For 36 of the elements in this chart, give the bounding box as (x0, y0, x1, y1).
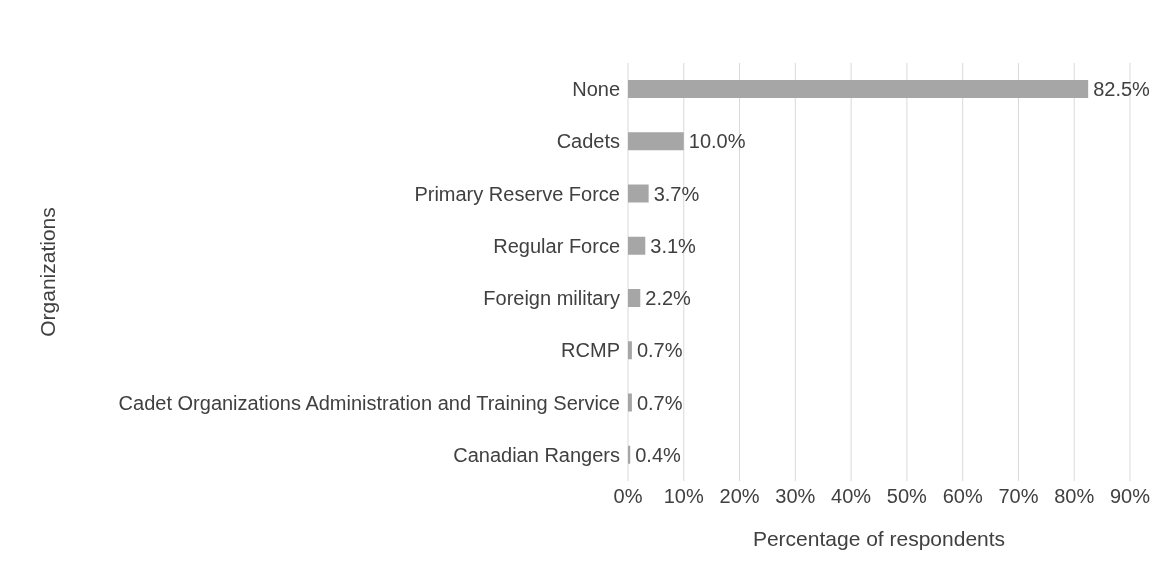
y-tick-label: Cadet Organizations Administration and Training Service (118, 391, 620, 414)
y-tick-label: RCMP (561, 339, 620, 362)
data-label: 2.2% (645, 287, 692, 310)
x-tick-label: 90% (1109, 485, 1151, 508)
y-tick-label: Primary Reserve Force (414, 182, 620, 205)
x-tick-label: 70% (998, 485, 1039, 508)
bar (628, 132, 684, 151)
bar (628, 445, 631, 464)
x-tick-label: 10% (663, 485, 705, 508)
x-tick-label: 30% (775, 485, 816, 508)
bar (628, 289, 641, 307)
x-tick-label: 50% (886, 485, 928, 508)
x-tick-label: 40% (831, 485, 872, 508)
bar (628, 393, 632, 412)
y-tick-label: None (572, 78, 620, 101)
bar (628, 184, 649, 203)
bar (628, 341, 632, 360)
y-axis-title: Organizations (36, 207, 60, 337)
x-tick-label: 20% (719, 485, 760, 508)
data-label: 0.7% (636, 391, 683, 414)
data-label: 10.0% (688, 130, 746, 153)
x-axis-title: Percentage of respondents (752, 527, 1006, 550)
y-tick-label: Regular Force (493, 234, 620, 257)
data-label: 3.7% (653, 182, 700, 205)
data-label: 0.7% (636, 339, 683, 362)
bar (628, 80, 1089, 98)
data-label: 0.4% (635, 443, 682, 466)
data-label: 3.1% (650, 234, 697, 257)
x-tick-label: 80% (1054, 485, 1095, 508)
bar (628, 236, 646, 255)
y-tick-label: Cadets (556, 130, 620, 153)
y-tick-label: Canadian Rangers (453, 443, 620, 466)
y-tick-label: Foreign military (483, 287, 620, 310)
x-tick-label: 0% (613, 485, 643, 508)
x-tick-label: 60% (942, 485, 983, 508)
data-label: 82.5% (1093, 78, 1151, 101)
